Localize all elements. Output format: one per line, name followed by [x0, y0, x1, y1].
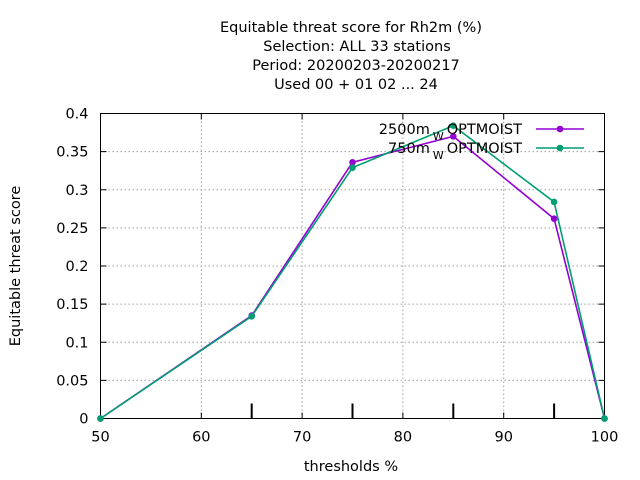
data-point [349, 159, 356, 166]
y-tick-label: 0.25 [56, 221, 88, 237]
y-tick-label: 0.4 [65, 107, 88, 123]
series-line [100, 124, 606, 420]
x-tick-label: 50 [91, 430, 109, 446]
x-tick-label: 70 [293, 430, 311, 446]
legend-marker [556, 144, 564, 152]
x-axis: 50 60 70 80 90 100 [91, 113, 619, 446]
data-point [550, 198, 558, 206]
data-series [97, 122, 608, 422]
data-point [450, 133, 457, 140]
title-line-3: Period: 20200203-20200217 [252, 58, 460, 74]
data-point [450, 122, 457, 129]
legend-label: 2500m W OPTMOIST [379, 122, 522, 143]
x-tick-label: 100 [591, 430, 619, 446]
series-2 [97, 122, 608, 422]
y-axis: 0 0.05 0.1 0.15 0.2 0.25 0.3 0.35 0.4 [56, 107, 605, 428]
data-point [349, 164, 356, 171]
legend-marker [556, 125, 564, 133]
chart-title: Equitable threat score for Rh2m (%) Sele… [220, 20, 482, 93]
series-line [100, 135, 606, 420]
threshold-marks [250, 403, 556, 419]
x-tick-label: 90 [494, 430, 512, 446]
data-point [248, 313, 255, 320]
series-1 [97, 133, 608, 422]
y-tick-label: 0.15 [56, 297, 88, 313]
title-line-1: Equitable threat score for Rh2m (%) [220, 20, 482, 36]
y-tick-label: 0.3 [65, 183, 88, 199]
y-tick-label: 0.35 [56, 145, 88, 161]
y-tick-label: 0 [79, 412, 88, 428]
title-line-2: Selection: ALL 33 stations [263, 39, 451, 55]
y-axis-label: Equitable threat score [8, 186, 24, 347]
y-tick-label: 0.05 [56, 373, 88, 389]
y-tick-label: 0.1 [65, 335, 88, 351]
title-line-4: Used 00 + 01 02 ... 24 [274, 77, 438, 93]
legend-label: 750m W OPTMOIST [388, 141, 522, 162]
x-tick-label: 60 [192, 430, 210, 446]
data-point [601, 415, 608, 422]
grid-lines [100, 113, 605, 419]
data-point [550, 215, 558, 223]
data-point [97, 415, 104, 422]
x-axis-label: thresholds % [304, 459, 398, 475]
y-tick-label: 0.2 [65, 259, 88, 275]
x-tick-label: 80 [394, 430, 412, 446]
